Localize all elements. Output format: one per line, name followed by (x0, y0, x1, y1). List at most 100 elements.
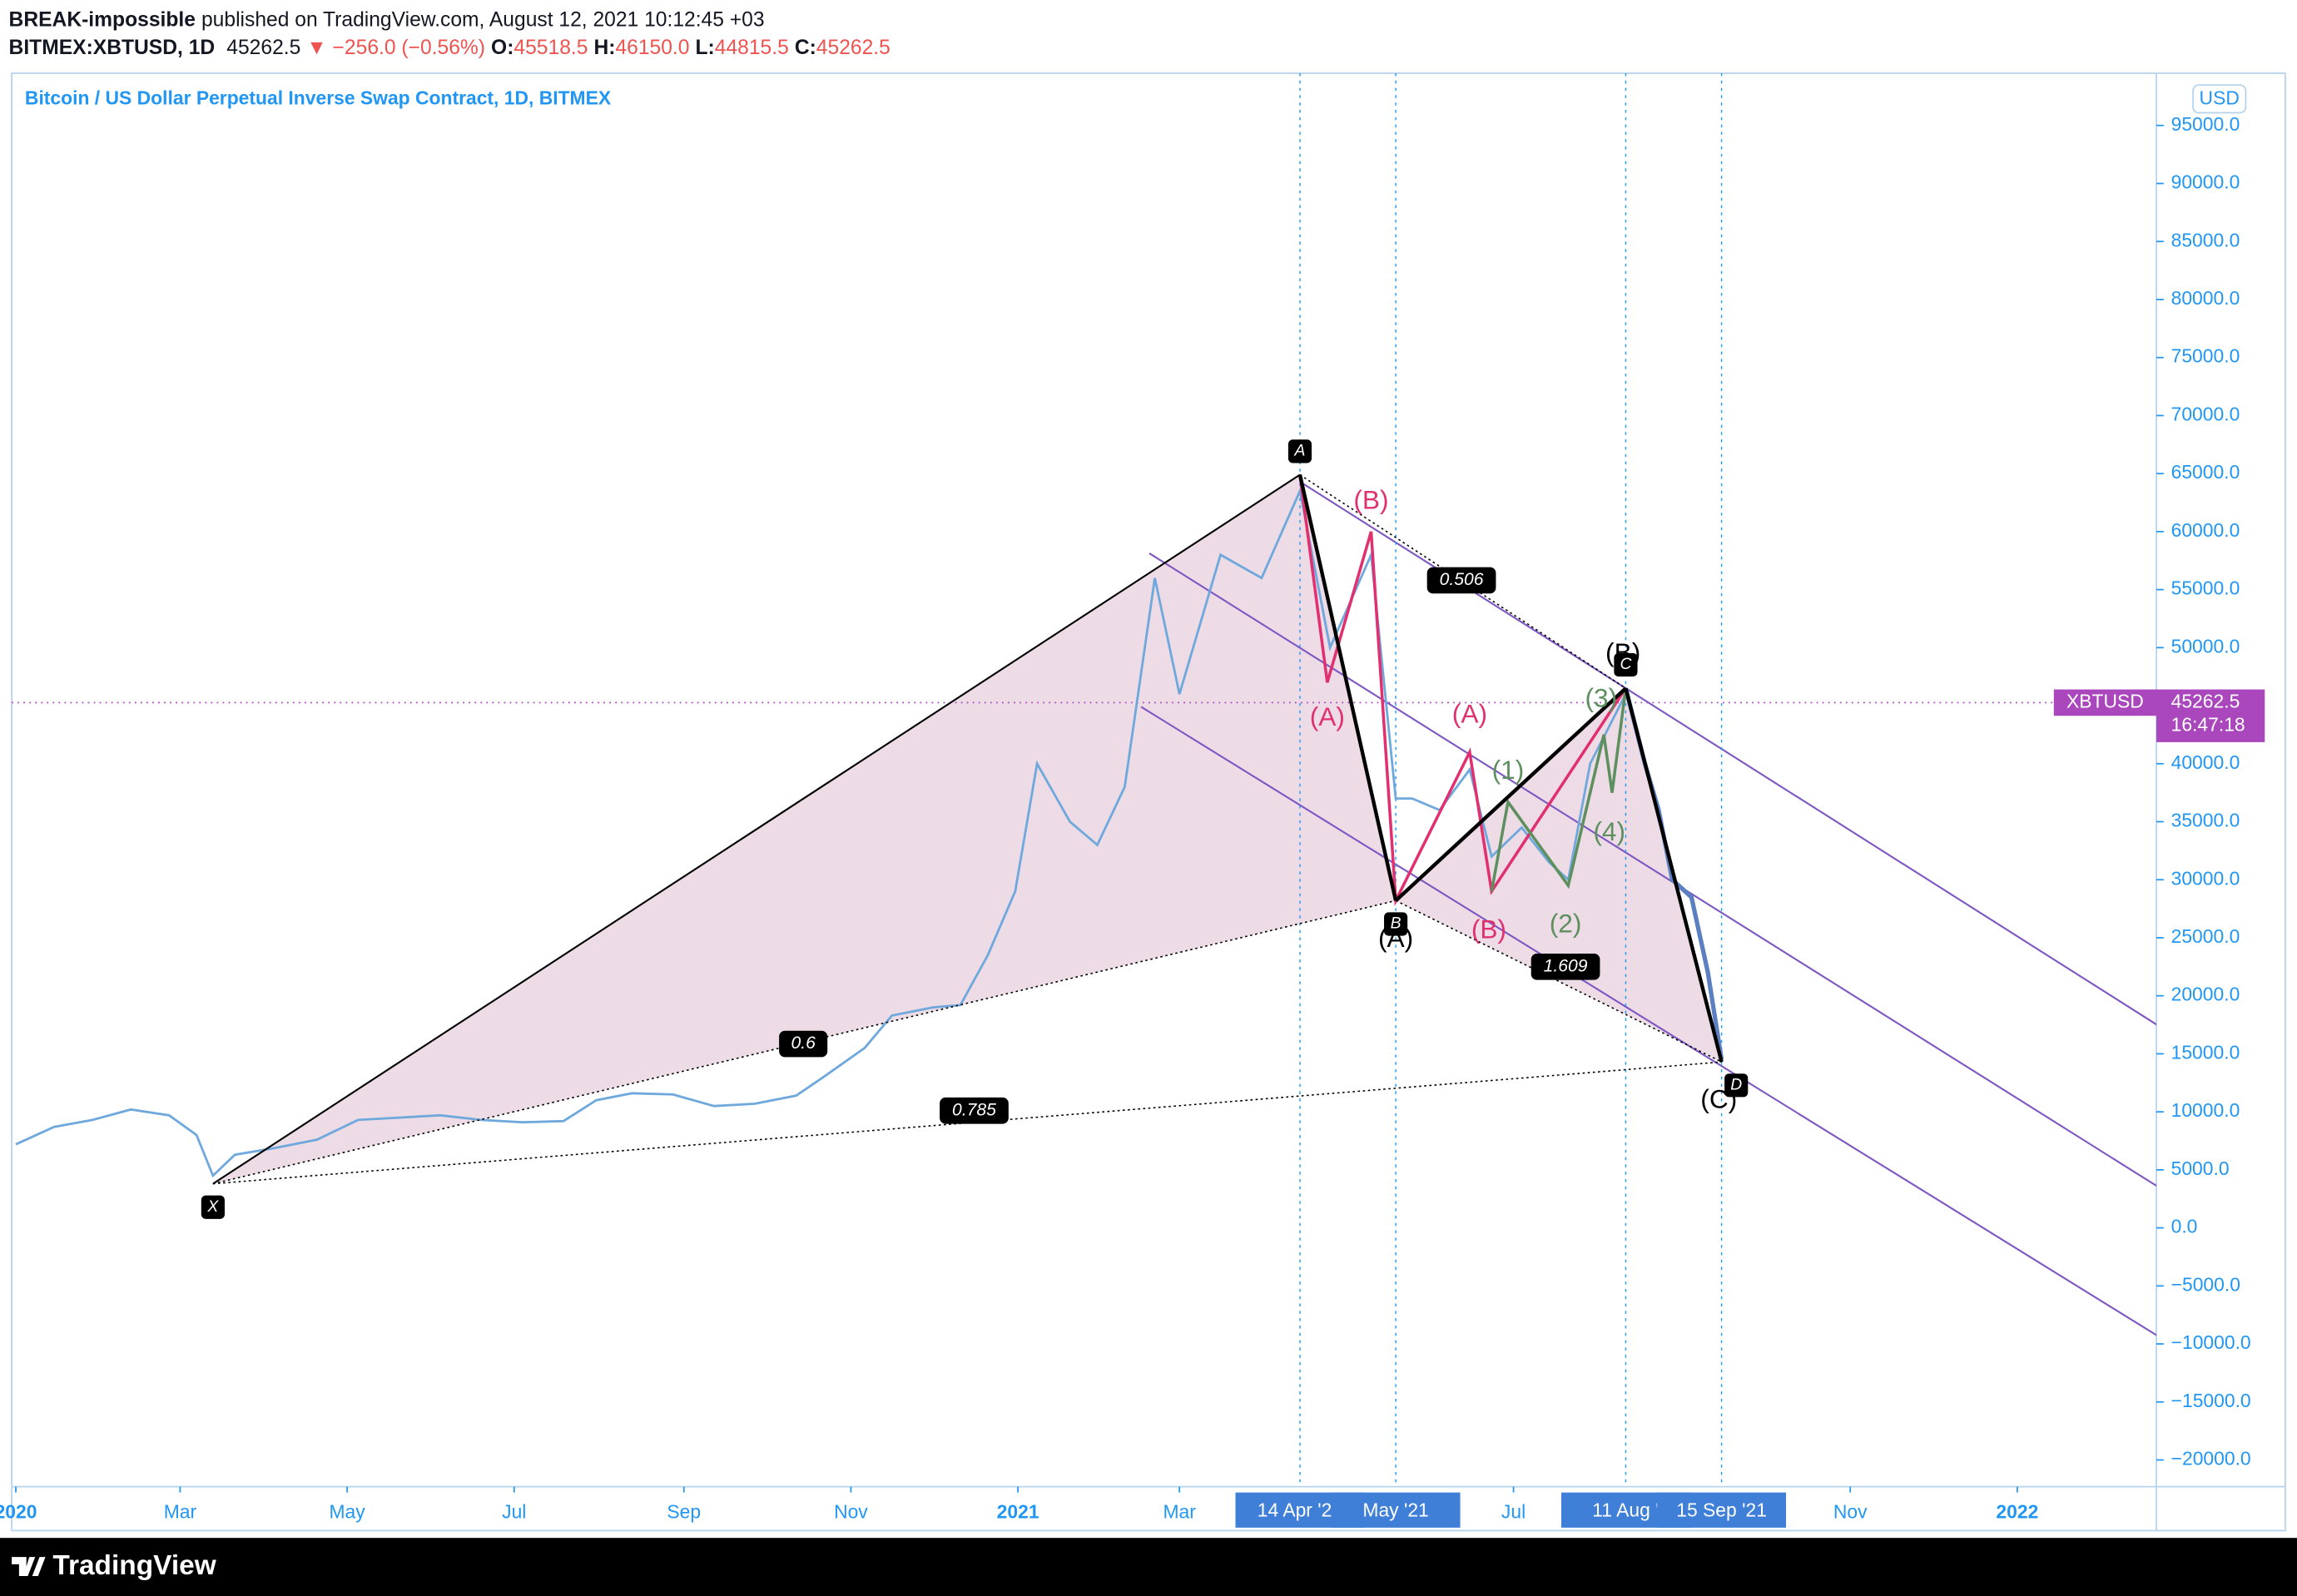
plot (12, 73, 2157, 1487)
y-tick-label: 30000.0 (2171, 867, 2240, 889)
ratio-box (1426, 567, 1496, 594)
y-tick-label: 55000.0 (2171, 577, 2240, 599)
footer (0, 1538, 2297, 1596)
chart-title: Bitcoin / US Dollar Perpetual Inverse Sw… (25, 87, 612, 109)
x-tick-label: 2020 (0, 1500, 37, 1522)
x-tick-label: Sep (667, 1500, 701, 1522)
overlays: (A)(B)(A)(B)(1)(2)(3)(4)(A)(B)(C)0.60.78… (201, 439, 1749, 1219)
y-tick-label: 10000.0 (2171, 1099, 2240, 1121)
wave-label: (3) (1585, 682, 1617, 712)
x-tick-label: Mar (1163, 1500, 1196, 1522)
logo (12, 1557, 46, 1576)
y-tick-label: 80000.0 (2171, 287, 2240, 309)
x-tick-label: 2022 (1996, 1500, 2038, 1522)
brand[interactable]: TradingView (52, 1550, 216, 1581)
y-tick-label: 15000.0 (2171, 1041, 2240, 1063)
ohlc-value: 45262.5 (816, 37, 891, 59)
pattern-leg (1394, 686, 1627, 902)
point-box (201, 1195, 225, 1219)
wave-label: (A) (1310, 701, 1345, 731)
wave-label: (A) (1452, 699, 1487, 729)
currency[interactable]: USD (2200, 87, 2240, 109)
y-tick-label: −10000.0 (2171, 1331, 2251, 1353)
point-box (1384, 912, 1408, 936)
marker-label: May '21 (1362, 1499, 1428, 1521)
ohlc-value: 46150.0 (615, 37, 689, 59)
ratio-label: 0.785 (952, 1100, 996, 1119)
ohlc-label: H: (593, 37, 615, 59)
ohlc-label: C: (795, 37, 816, 59)
y-tick-label: 90000.0 (2171, 171, 2240, 193)
y-tick-label: 85000.0 (2171, 229, 2240, 250)
published: published on TradingView.com, August 12,… (201, 8, 765, 31)
ohlc-label: O: (491, 37, 513, 59)
x-tick-label: 2021 (997, 1500, 1039, 1522)
wave-label: (B) (1353, 485, 1388, 515)
pattern-fill (1396, 688, 1722, 1063)
price-series (15, 487, 1627, 1178)
x-tick-label: Jul (502, 1500, 526, 1522)
y-tick-label: 50000.0 (2171, 635, 2240, 657)
pattern-leg (1297, 474, 1398, 901)
price-value: 45262.5 (2171, 690, 2240, 711)
ratio-label: 0.506 (1440, 570, 1484, 589)
y-tick-label: 25000.0 (2171, 925, 2240, 947)
y-tick-label: 70000.0 (2171, 403, 2240, 424)
marker-label: 14 Apr '21 (1258, 1499, 1342, 1521)
currency-box[interactable] (2192, 84, 2247, 114)
y-tick-label: −20000.0 (2171, 1448, 2251, 1470)
point-box (1287, 439, 1312, 463)
marker-box (1331, 1492, 1461, 1528)
y-tick-label: 35000.0 (2171, 810, 2240, 831)
ohlc-value: 45518.5 (513, 37, 588, 59)
point-label: B (1391, 914, 1402, 933)
change: ▼ −256.0 (−0.56%) (306, 37, 485, 59)
x-tick-label: Nov (834, 1500, 868, 1522)
chart-frame (11, 72, 2286, 1532)
y-tick-label: 0.0 (2171, 1216, 2198, 1237)
y-tick-label: 95000.0 (2171, 113, 2240, 135)
symbol-line: BITMEX:XBTUSD, 1D 45262.5 ▼ −256.0 (−0.56%… (9, 37, 891, 59)
ratio-box (1531, 953, 1600, 980)
y-tick-label: 65000.0 (2171, 461, 2240, 483)
ratio-line (1395, 900, 1722, 1063)
ratio-box (779, 1030, 828, 1058)
wave-line (1490, 687, 1628, 892)
y-tick-label: 20000.0 (2171, 984, 2240, 1005)
pattern-leg (1624, 687, 1724, 1063)
y-tick-label: 5000.0 (2171, 1157, 2230, 1179)
x-tick-label: Mar (164, 1500, 197, 1522)
pattern-fill (212, 474, 1397, 1184)
x-tick-label: Jul (1501, 1500, 1526, 1522)
price-name: XBTUSD (2066, 690, 2144, 711)
price-box (2156, 689, 2265, 742)
publish-line: BREAK-impossible published on TradingView… (9, 8, 765, 31)
wave-label: (4) (1593, 816, 1625, 846)
x-tick-label: Nov (1833, 1500, 1868, 1522)
x-tick-label: May (329, 1500, 365, 1522)
point-label: C (1620, 655, 1632, 673)
pattern-leg (212, 473, 1301, 1185)
marker-label: 15 Sep '21 (1676, 1499, 1767, 1521)
point-box (1614, 652, 1638, 677)
ratio-line (1299, 473, 1626, 689)
y-tick-label: 60000.0 (2171, 519, 2240, 541)
y-tick-label: −15000.0 (2171, 1390, 2251, 1411)
price-name-box (2053, 689, 2157, 716)
point-label: A (1293, 441, 1305, 459)
point-label: X (206, 1197, 219, 1216)
marker-label: 11 Aug ' (1592, 1499, 1659, 1521)
y-tick-label: 75000.0 (2171, 345, 2240, 367)
ratio-label: 0.6 (791, 1033, 816, 1053)
y-tick-label: −5000.0 (2171, 1273, 2240, 1295)
ratio-line (212, 1061, 1722, 1185)
price-timer: 16:47:18 (2171, 714, 2245, 736)
ratio-label: 1.609 (1544, 956, 1588, 975)
y-tick-label: 40000.0 (2171, 751, 2240, 773)
point-box (1724, 1073, 1749, 1098)
last-price: 45262.5 (226, 37, 300, 59)
wave-label: (B) (1471, 914, 1506, 944)
wave-label: (1) (1492, 755, 1525, 785)
channel-line (1140, 706, 2157, 1336)
